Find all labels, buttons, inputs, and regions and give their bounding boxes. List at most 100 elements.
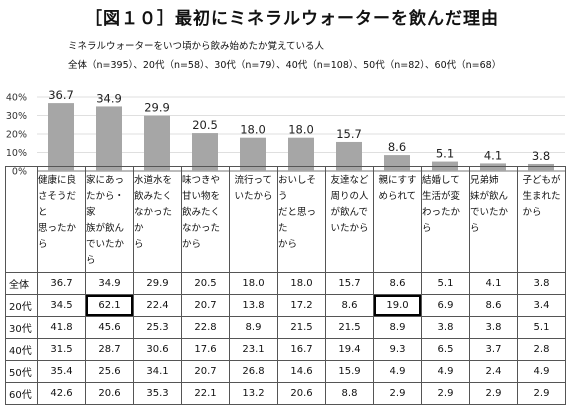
table-cell: 42.6 — [37, 382, 86, 405]
bar — [96, 106, 122, 171]
table-cell: 4.9 — [517, 360, 566, 383]
data-label: 3.8 — [532, 149, 550, 163]
category-header: 子どもが生まれたから — [517, 166, 566, 273]
category-header-line: いたから — [330, 223, 369, 234]
table-cell: 5.1 — [517, 316, 566, 339]
category-header-line: 生まれた — [522, 191, 561, 202]
category-header: おいしそう だと思った から — [277, 166, 326, 273]
category-header-line: たから・家 — [86, 191, 125, 218]
table-cell: 8.9 — [373, 316, 422, 339]
data-label: 8.6 — [388, 140, 406, 154]
row-label: 全体 — [5, 272, 38, 295]
y-tick-label: 30% — [6, 111, 27, 122]
table-cell: 4.9 — [421, 360, 470, 383]
category-header-line: 思ったから — [38, 223, 77, 250]
bar — [192, 133, 218, 171]
category-header: 家にあっ たから・家 族が飲ん でいたから — [85, 166, 134, 273]
data-label: 18.0 — [288, 123, 314, 137]
table-cell: 21.5 — [277, 316, 326, 339]
category-header: 親にすす められて — [373, 166, 422, 273]
bar-chart: 0%10%20%30%40% 36.7 34.929.920.5 18.0 18.0 15… — [6, 88, 565, 175]
category-header-line: でいたから — [86, 239, 125, 266]
category-header-line: ら — [134, 239, 144, 250]
data-label: 20.5 — [192, 118, 218, 132]
table-row: 30代 41.8 45.6 25.3 22.8 8.9 21.5 21.5 8.9 3.8 3.8 5… — [5, 316, 566, 339]
table-cell: 8.6 — [373, 272, 422, 295]
table-cell: 35.3 — [133, 382, 182, 405]
table-cell: 18.0 — [277, 272, 326, 295]
category-header-line: 子どもが — [522, 175, 561, 186]
table-cell: 22.8 — [181, 316, 230, 339]
table-cell: 3.7 — [469, 338, 518, 361]
table-row: 60代 42.6 20.6 35.3 22.1 13.2 20.6 8.8 2.9 2.9 2.9 2… — [5, 382, 566, 405]
category-header-line: いたから — [234, 191, 273, 202]
category-header-line: 妹が飲ん — [470, 191, 509, 202]
table-cell: 17.6 — [181, 338, 230, 361]
table-cell: 2.9 — [469, 382, 518, 405]
bar — [288, 137, 314, 171]
category-header: 結婚して 生活が変 わったから — [421, 166, 470, 273]
bar — [48, 103, 74, 171]
category-header-line: 族が飲ん — [86, 223, 125, 234]
table-row: 50代 35.4 25.6 34.1 20.7 26.8 14.6 15.9 4.9 4.9 2.4… — [5, 360, 566, 383]
table-cell: 2.9 — [373, 382, 422, 405]
table-cell: 3.4 — [517, 294, 566, 317]
table-cell: 8.8 — [325, 382, 374, 405]
category-header-line: さそうだと — [38, 191, 77, 218]
data-label: 36.7 — [48, 88, 74, 102]
table-cell: 26.8 — [229, 360, 278, 383]
category-header-line: 甘い物を — [182, 191, 221, 202]
table-cell: 3.8 — [469, 316, 518, 339]
table-cell: 8.6 — [325, 294, 374, 317]
category-header-line: 飲みたく — [182, 207, 221, 218]
table-cell: 5.1 — [421, 272, 470, 295]
category-header-line: 兄弟姉 — [470, 175, 499, 186]
category-header-line: から — [522, 207, 542, 218]
bar — [144, 115, 170, 171]
category-header-line: から — [278, 239, 298, 250]
table-cell: 2.8 — [517, 338, 566, 361]
data-label: 34.9 — [96, 91, 122, 105]
table-cell: 30.6 — [133, 338, 182, 361]
data-label: 4.1 — [484, 148, 502, 162]
table-cell: 21.5 — [325, 316, 374, 339]
row-label: 60代 — [5, 382, 38, 405]
table-cell: 15.9 — [325, 360, 374, 383]
category-header-line: わったから — [422, 207, 461, 234]
table-cell: 4.1 — [469, 272, 518, 295]
table-cell: 20.5 — [181, 272, 230, 295]
table-cell: 6.9 — [421, 294, 470, 317]
category-header-line: 飲みたく — [134, 191, 173, 202]
table-cell: 8.9 — [229, 316, 278, 339]
table-cell: 41.8 — [37, 316, 86, 339]
table-cell: 18.0 — [229, 272, 278, 295]
table-cell: 2.4 — [469, 360, 518, 383]
table-cell: 36.7 — [37, 272, 86, 295]
table-cell: 23.1 — [229, 338, 278, 361]
table-cell: 14.6 — [277, 360, 326, 383]
data-label: 29.9 — [144, 101, 170, 115]
table-cell: 2.9 — [421, 382, 470, 405]
table-cell: 2.9 — [517, 382, 566, 405]
table-cell: 17.2 — [277, 294, 326, 317]
bar — [240, 137, 266, 171]
category-header: 健康に良 さそうだと 思ったから — [37, 166, 86, 273]
table-cell: 3.8 — [421, 316, 470, 339]
table-cell: 3.8 — [517, 272, 566, 295]
table-cell: 29.9 — [133, 272, 182, 295]
table-cell: 20.6 — [277, 382, 326, 405]
category-header-line: 水道水を — [134, 175, 173, 186]
chart-title: ［図１０］最初にミネラルウォーターを飲んだ理由 — [85, 9, 499, 29]
category-header-line: なかったか — [134, 207, 173, 234]
highlighted-cell: 19.0 — [373, 294, 422, 317]
table-cell: 35.4 — [37, 360, 86, 383]
table-cell: 34.1 — [133, 360, 182, 383]
category-header-line: だと思った — [278, 207, 317, 234]
data-table: 健康に良 さそうだと 思ったから 家にあっ たから・家 族が飲ん でいたから 水道水を 飲みたく… — [5, 166, 566, 405]
table-cell: 13.2 — [229, 382, 278, 405]
data-label: 5.1 — [436, 147, 454, 161]
table-cell: 16.7 — [277, 338, 326, 361]
row-label: 20代 — [5, 294, 38, 317]
category-header-line: なかったから — [182, 223, 221, 250]
y-tick-label: 40% — [6, 93, 27, 104]
